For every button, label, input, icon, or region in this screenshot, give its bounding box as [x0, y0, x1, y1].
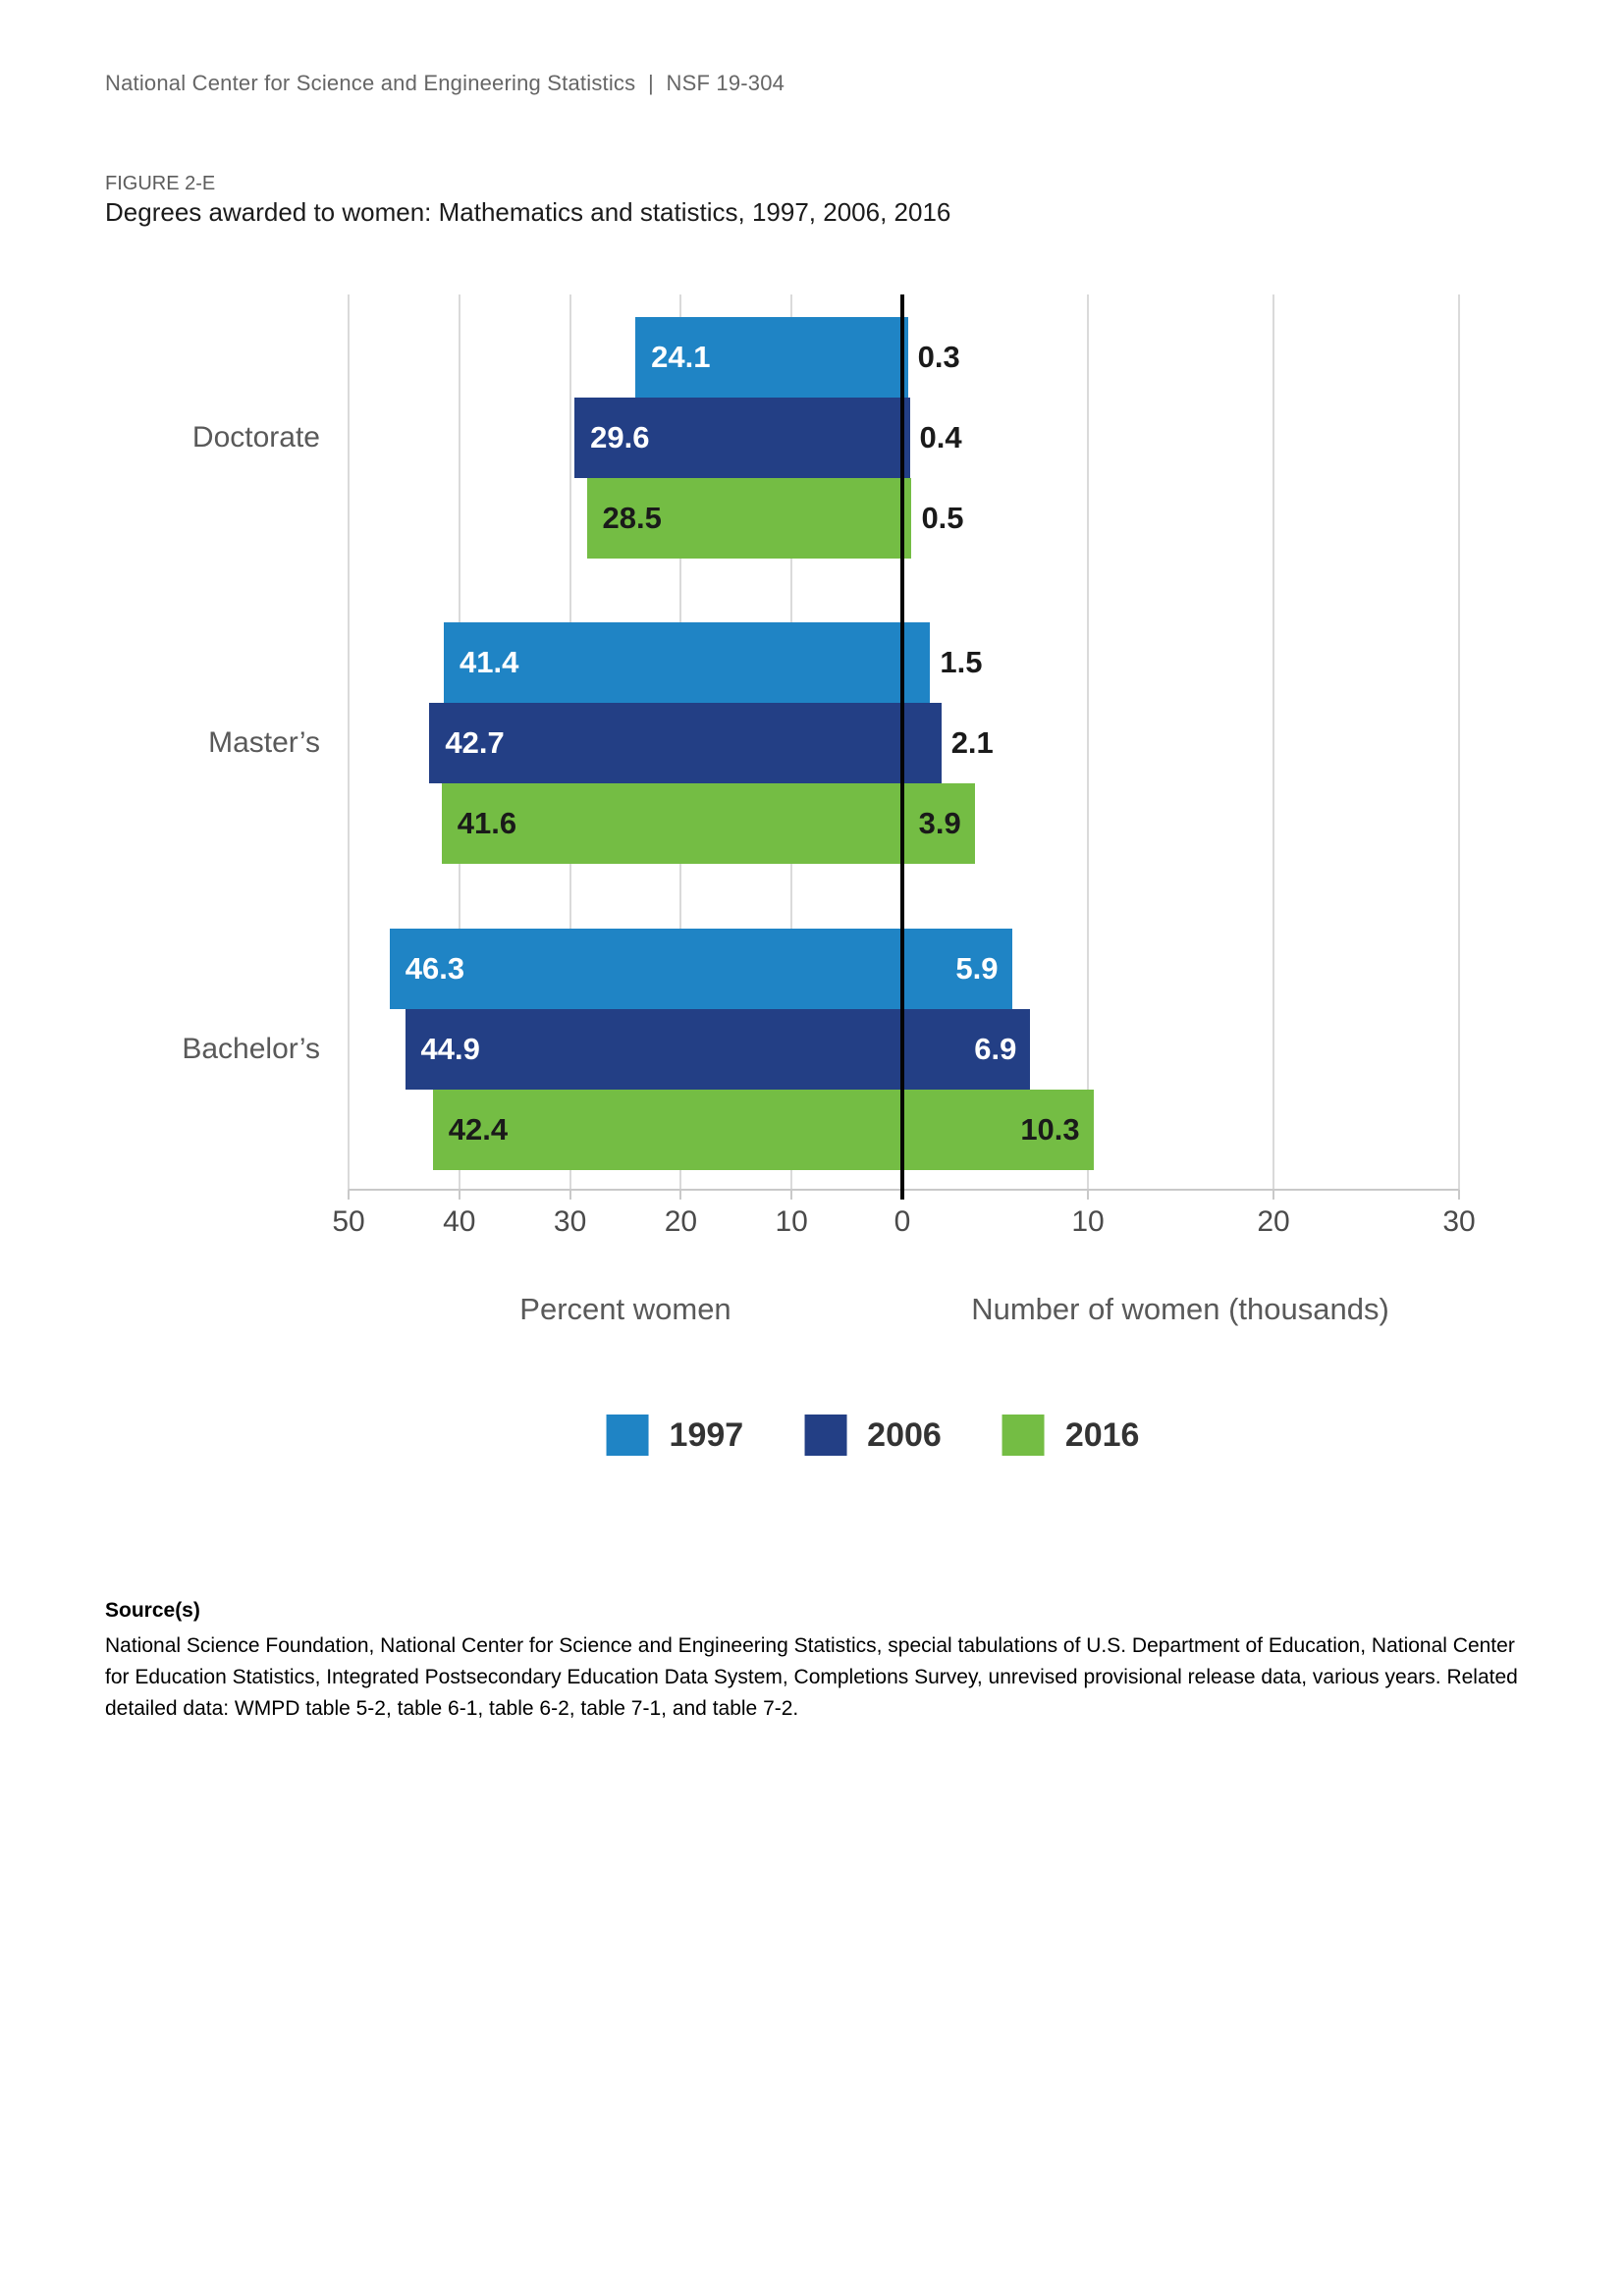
percent-bar [586, 478, 902, 559]
percent-bar [635, 317, 902, 398]
axis-tick-mark [679, 1190, 682, 1200]
percent-value-label: 46.3 [405, 951, 465, 986]
axis-tick-label: 30 [1442, 1205, 1476, 1238]
axis-tick-label: 10 [1071, 1205, 1105, 1238]
number-value-label: 0.3 [917, 340, 960, 374]
source-heading: Source(s) [105, 1599, 200, 1622]
percent-bar [441, 783, 902, 864]
legend-item: 2016 [1001, 1415, 1140, 1456]
number-value-label: 0.4 [919, 420, 962, 454]
percent-value-label: 42.4 [448, 1112, 509, 1147]
number-bar [902, 622, 931, 703]
category-label: Master’s [208, 726, 320, 759]
legend-item: 1997 [606, 1415, 744, 1456]
grid-line [1272, 294, 1274, 1190]
number-value-label: 5.9 [955, 951, 999, 986]
legend: 1997 2006 2016 [606, 1415, 1140, 1456]
axis-tick-mark [1458, 1190, 1460, 1200]
number-value-label: 3.9 [918, 806, 961, 840]
zero-axis-line [900, 294, 904, 1200]
axis-tick-label: 20 [1257, 1205, 1290, 1238]
right-axis-label: Number of women (thousands) [971, 1292, 1389, 1326]
category-label: Doctorate [191, 421, 320, 454]
left-axis-label: Percent women [519, 1292, 731, 1326]
axis-tick-label: 50 [332, 1205, 365, 1238]
axis-tick-label: 0 [893, 1205, 911, 1238]
axis-tick-mark [1272, 1190, 1274, 1200]
legend-label: 1997 [669, 1415, 744, 1454]
figure-label: FIGURE 2-E [105, 173, 216, 194]
percent-value-label: 28.5 [602, 501, 662, 535]
axis-tick-mark [458, 1190, 460, 1200]
legend-swatch [606, 1415, 649, 1456]
number-bar [902, 929, 1012, 1009]
source-text: National Science Foundation, National Ce… [105, 1634, 1518, 1720]
number-bar [902, 1090, 1094, 1170]
axis-tick-label: 20 [664, 1205, 698, 1238]
percent-bar [429, 703, 902, 783]
number-bar [902, 398, 910, 478]
axis-tick-mark [790, 1190, 793, 1200]
grid-line [1458, 294, 1460, 1190]
figure-title: Degrees awarded to women: Mathematics an… [105, 197, 951, 227]
number-bar [902, 478, 912, 559]
number-value-label: 1.5 [940, 645, 983, 679]
grid-line [1087, 294, 1089, 1190]
legend-label: 2006 [867, 1415, 942, 1454]
number-value-label: 2.1 [950, 725, 994, 760]
axis-tick-mark [568, 1190, 571, 1200]
legend-swatch [804, 1415, 847, 1456]
percent-value-label: 41.6 [457, 806, 517, 840]
percent-bar [405, 1009, 902, 1090]
percent-value-label: 41.4 [460, 645, 519, 679]
legend-swatch [1001, 1415, 1045, 1456]
axis-tick-mark [1087, 1190, 1089, 1200]
percent-bar [432, 1090, 902, 1170]
grid-line [348, 294, 350, 1190]
percent-value-label: 24.1 [651, 340, 711, 374]
number-bar [902, 1009, 1031, 1090]
page-header: National Center for Science and Engineer… [105, 71, 785, 95]
axis-tick-mark [348, 1190, 350, 1200]
number-value-label: 6.9 [974, 1032, 1017, 1066]
number-value-label: 10.3 [1020, 1112, 1080, 1147]
axis-tick-label: 30 [553, 1205, 587, 1238]
percent-bar [389, 929, 902, 1009]
axis-tick-label: 40 [443, 1205, 476, 1238]
number-bar [902, 703, 942, 783]
legend-item: 2006 [804, 1415, 942, 1456]
percent-value-label: 29.6 [590, 420, 650, 454]
percent-value-label: 44.9 [420, 1032, 480, 1066]
legend-label: 2016 [1064, 1415, 1140, 1454]
number-bar [902, 783, 975, 864]
number-value-label: 0.5 [921, 501, 964, 535]
category-label: Bachelor’s [182, 1033, 320, 1065]
percent-bar [574, 398, 902, 478]
percent-value-label: 42.7 [445, 725, 505, 760]
number-bar [902, 317, 908, 398]
axis-tick-label: 10 [775, 1205, 808, 1238]
percent-bar [444, 622, 902, 703]
